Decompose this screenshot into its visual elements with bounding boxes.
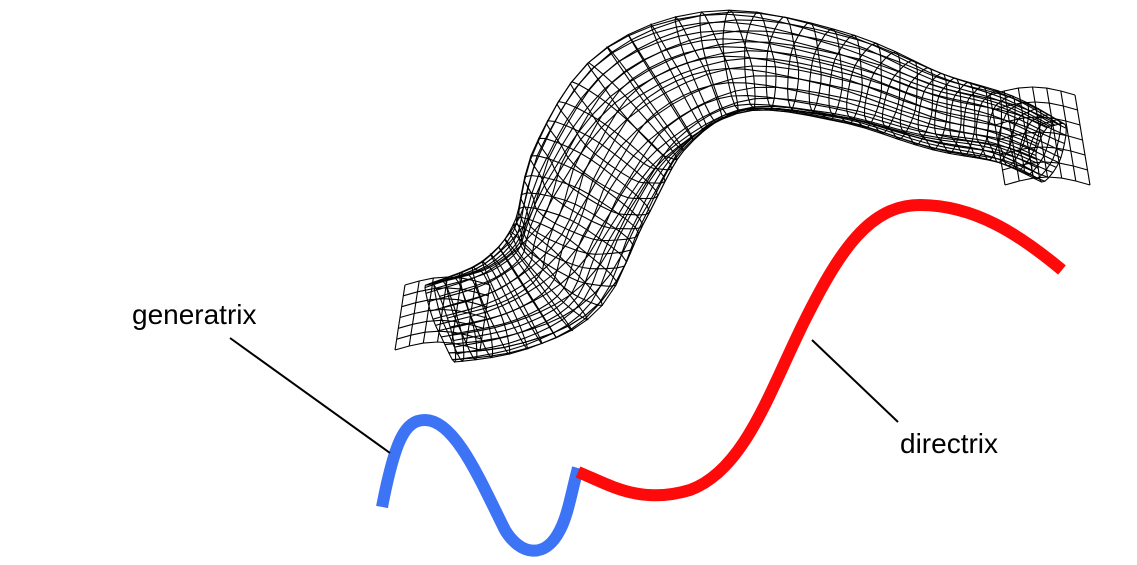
mesh-longitude-line [424,30,1048,289]
mesh-longitude-line [444,107,1039,346]
mesh-longitude-line [427,46,1042,303]
mesh-longitude-line [447,65,1063,319]
mesh-right-flap-line [1004,176,1091,186]
mesh-longitude-line [448,107,1040,354]
mesh-longitude-line [428,9,1056,286]
mesh-longitude-line [441,103,1038,338]
generatrix-leader-line [229,337,391,454]
mesh-longitude-line [435,41,1067,289]
directrix-leader-line [811,339,899,423]
mesh-left-flap-line [479,284,491,351]
mesh-longitude-line [437,95,1037,332]
mesh-longitude-line [453,97,1057,342]
mesh-longitude-line [435,82,1037,326]
mesh-right-flap-line [1074,94,1091,186]
mesh-longitude-line [454,105,1054,348]
directrix-label: directrix [900,428,998,459]
mesh-longitude-line [430,55,1039,312]
mesh-longitude-line [429,11,1059,285]
mesh-left-flap-line [396,330,482,340]
mesh-longitude-line [431,19,1063,284]
mesh-longitude-line [432,67,1037,320]
mesh-longitude-line [443,57,1065,308]
swept-surface-mesh [394,9,1091,363]
mesh-longitude-line [455,109,1049,355]
directrix-curve [575,198,1066,502]
generatrix-label: generatrix [132,299,257,330]
mesh-longitude-line [433,30,1066,285]
mesh-left-flap-line [394,341,481,351]
generatrix-curve [376,413,584,557]
mesh-longitude-line [425,38,1045,294]
mesh-right-flap-line [1060,90,1077,182]
mesh-longitude-line [425,21,1050,286]
mesh-longitude-line [452,107,1041,361]
mesh-right-flap-line [1002,161,1088,171]
